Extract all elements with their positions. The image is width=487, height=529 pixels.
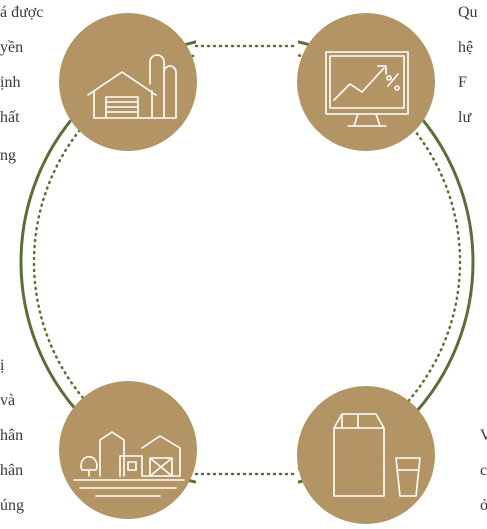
text-line: ị: [0, 357, 5, 374]
text-line: hân: [0, 462, 24, 479]
text-line: c: [480, 462, 487, 479]
text-line: Qu: [458, 4, 478, 21]
monitor-icon: [297, 13, 435, 151]
text-line: V: [480, 427, 487, 444]
text-line: F: [458, 74, 467, 91]
text-line: ịnh: [0, 74, 21, 91]
text-line: lư: [458, 109, 472, 126]
barn-icon: [59, 381, 197, 519]
text-line: ng: [0, 147, 16, 164]
text-line: hân: [0, 427, 24, 444]
text-line: và: [0, 392, 16, 409]
text-line: hệ: [458, 39, 474, 56]
farm-icon: [59, 13, 197, 151]
text-line: hất: [0, 109, 20, 126]
gap: [196, 30, 298, 60]
text-line: úng: [0, 497, 24, 514]
gap: [196, 465, 298, 497]
text-line: ở: [480, 497, 487, 514]
text-line: á được: [0, 4, 44, 21]
text-line: yền: [0, 39, 24, 56]
milk-icon: [297, 386, 435, 524]
